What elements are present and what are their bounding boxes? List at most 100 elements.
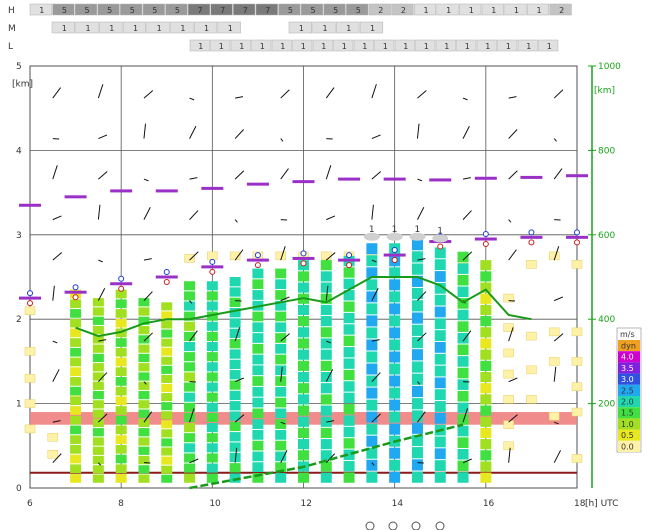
bottom-circle <box>365 521 375 530</box>
wind-barb <box>371 372 381 382</box>
wind-barb <box>416 123 420 139</box>
header-cell <box>52 3 75 16</box>
pale-yellow-cell <box>321 251 332 261</box>
column-cell <box>298 327 309 338</box>
column-cell <box>366 267 378 279</box>
column-cell <box>92 363 104 372</box>
column-cell <box>184 412 196 423</box>
pale-yellow-cell <box>24 374 36 383</box>
purple-marker <box>520 235 543 239</box>
column-cell <box>343 290 355 301</box>
column-cell <box>252 343 264 354</box>
marker-circle-red <box>254 262 261 269</box>
column-cell <box>480 439 492 450</box>
column-cell <box>184 463 196 473</box>
column-cell <box>229 411 241 421</box>
header-cell <box>165 3 188 16</box>
wind-barb <box>234 377 245 383</box>
column-cell <box>184 372 196 382</box>
column-cell <box>275 462 287 473</box>
header-cell-value: 1 <box>506 42 511 51</box>
wind-barb <box>553 89 564 99</box>
column-cell <box>252 365 264 376</box>
column-cell <box>92 418 104 428</box>
wind-barb <box>98 134 108 140</box>
boundary-layer-line <box>75 276 532 338</box>
wind-barb <box>52 215 62 221</box>
wind-barb <box>280 138 284 142</box>
column-cell <box>161 338 173 347</box>
wind-barb <box>97 288 106 301</box>
wind-barb <box>417 381 421 385</box>
wind-barb <box>508 414 518 423</box>
header-cell-value: 1 <box>323 24 328 33</box>
column-cell <box>92 325 104 335</box>
marker-circle-red <box>300 260 307 267</box>
marker-circle-red <box>437 243 444 250</box>
purple-marker <box>429 178 452 182</box>
marker-circle-blue <box>528 229 535 236</box>
column-cell <box>161 365 173 374</box>
column-cell <box>320 394 332 405</box>
wind-barb <box>462 251 473 261</box>
bottom-circle <box>411 521 421 530</box>
column-cell <box>320 439 332 450</box>
column-cell <box>366 423 378 435</box>
column-cell <box>298 349 309 360</box>
marker-circle-blue <box>72 284 79 291</box>
column-cell <box>389 399 401 411</box>
column-cell <box>115 435 127 444</box>
header-cell-value: 1 <box>403 42 408 51</box>
column-cell <box>320 304 332 316</box>
column-cell <box>320 338 332 349</box>
cloud-label: 1 <box>392 225 398 235</box>
column-cell <box>457 286 469 298</box>
column-cell <box>92 390 104 400</box>
column-cell <box>389 315 401 327</box>
wind-barb <box>554 296 564 302</box>
y-right-tick-label: 200 <box>598 400 615 410</box>
column-cell <box>70 347 82 357</box>
column-cell <box>275 343 287 354</box>
column-cell <box>115 289 127 299</box>
column-cell <box>206 382 218 392</box>
column-cell <box>70 309 82 318</box>
column-cell <box>480 338 492 349</box>
wind-barb <box>553 450 562 463</box>
column-cell <box>275 429 287 440</box>
x-tick-label: 8 <box>118 499 124 509</box>
column-cell <box>92 372 104 381</box>
purple-marker <box>474 237 497 241</box>
y-right-tick-label: 1000 <box>598 62 621 72</box>
column-cell <box>434 460 446 471</box>
column-cell <box>457 367 469 379</box>
legend-label: 1.5 <box>621 409 634 418</box>
purple-marker <box>19 203 41 207</box>
pale-yellow-cell <box>24 424 36 434</box>
pale-yellow-cell <box>526 395 537 404</box>
column-cell <box>457 472 469 483</box>
header-cell <box>436 3 459 16</box>
column-cell <box>457 309 469 321</box>
wind-barb <box>189 408 195 423</box>
column-cell <box>389 459 401 471</box>
column-cell <box>184 321 196 331</box>
column-cell <box>70 415 82 425</box>
pale-yellow-cell <box>526 365 537 375</box>
header-cell <box>120 3 143 16</box>
column-cell <box>206 433 218 443</box>
header-cell <box>353 39 374 52</box>
column-cell <box>138 372 150 381</box>
column-cell <box>389 471 401 483</box>
column-cell <box>434 353 446 365</box>
column-cell <box>389 351 401 363</box>
wind-barb <box>508 327 514 342</box>
column-cell <box>138 428 150 437</box>
wind-barb <box>189 330 198 342</box>
wind-barb <box>325 165 332 180</box>
column-cell <box>184 443 196 453</box>
column-cell <box>206 392 218 402</box>
x-tick-label: 6 <box>27 499 33 509</box>
header-cell <box>217 21 241 34</box>
